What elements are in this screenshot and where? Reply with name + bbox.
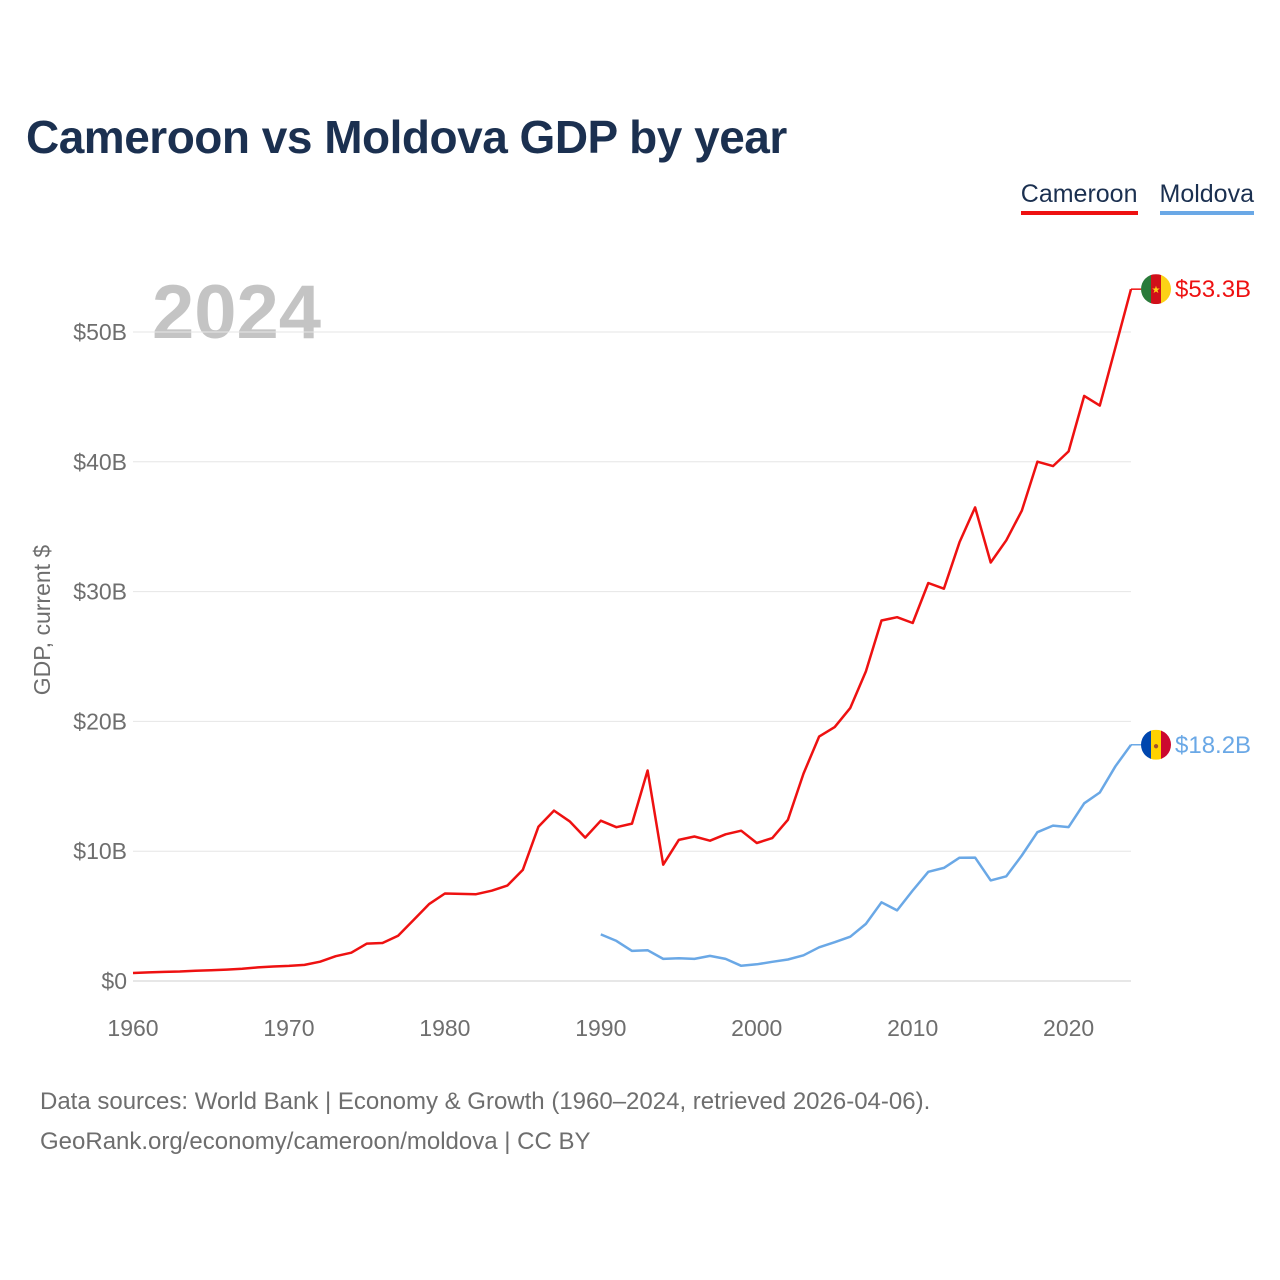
x-tick-label: 1980 [419, 1015, 470, 1041]
y-tick-label: $50B [73, 319, 127, 345]
svg-text:★: ★ [1152, 285, 1161, 296]
x-tick-label: 2010 [887, 1015, 938, 1041]
footer-link: GeoRank.org/economy/cameroon/moldova | C… [40, 1128, 591, 1155]
cameroon-flag: ★ [1141, 274, 1171, 305]
year-watermark: 2024 [152, 270, 321, 355]
y-tick-label: $30B [73, 579, 127, 605]
series-line-cameroon [132, 288, 1133, 975]
legend-item-cameroon[interactable]: Cameroon [1020, 180, 1138, 215]
x-tick-label: 2000 [731, 1015, 782, 1041]
svg-text:●: ● [1153, 741, 1159, 752]
end-label-cameroon: $53.3B [1175, 276, 1251, 303]
footer-source: Data sources: World Bank | Economy & Gro… [40, 1088, 931, 1115]
end-label-moldova: $18.2B [1175, 732, 1251, 759]
y-axis-label: GDP, current $ [29, 545, 55, 696]
x-tick-label: 1970 [263, 1015, 314, 1041]
series-line-moldova [600, 744, 1133, 968]
legend: Cameroon Moldova [1020, 180, 1254, 215]
line-chart: 2024 $0 $10B $20B $30B $40B $50B 1960 1970 1980 19… [29, 270, 1251, 1041]
y-tick-label: $20B [73, 708, 127, 734]
y-tick-label: $0 [101, 968, 127, 994]
chart-title: Cameroon vs Moldova GDP by year [26, 111, 787, 163]
x-tick-label: 1990 [575, 1015, 626, 1041]
y-tick-label: $10B [73, 838, 127, 864]
moldova-flag: ● [1141, 729, 1171, 760]
footer: Data sources: World Bank | Economy & Gro… [40, 1082, 930, 1162]
y-tick-label: $40B [73, 449, 127, 475]
legend-item-moldova[interactable]: Moldova [1159, 180, 1254, 215]
x-tick-label: 1960 [107, 1015, 158, 1041]
x-tick-label: 2020 [1043, 1015, 1094, 1041]
